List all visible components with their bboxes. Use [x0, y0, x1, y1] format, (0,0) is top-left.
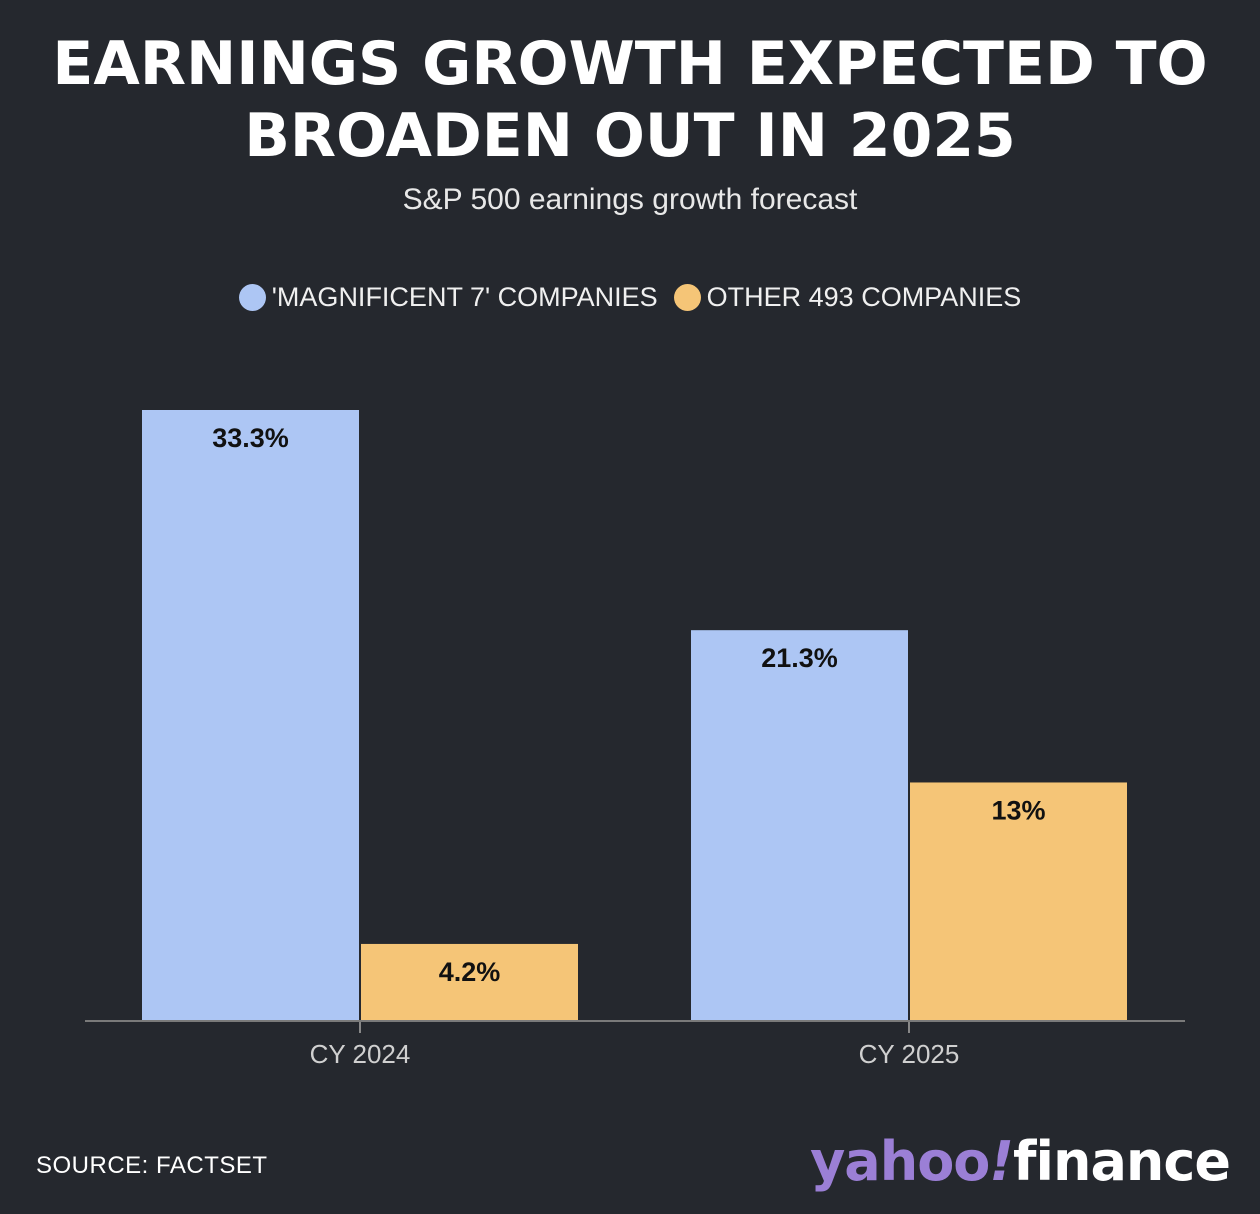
legend-label-mag7: 'MAGNIFICENT 7' COMPANIES — [271, 282, 658, 312]
chart-title: EARNINGS GROWTH EXPECTED TO BROADEN OUT … — [0, 28, 1260, 172]
legend: 'MAGNIFICENT 7' COMPANIES OTHER 493 COMP… — [0, 282, 1260, 313]
logo-yahoo-text: yahoo — [810, 1130, 990, 1193]
x-tick-label: CY 2024 — [310, 1039, 411, 1069]
data-label: 4.2% — [439, 957, 501, 987]
legend-swatch-other493 — [673, 284, 701, 311]
bar-other493-cy2024 — [361, 943, 578, 1021]
legend-label-other493: OTHER 493 COMPANIES — [706, 282, 1022, 312]
title-line-2: BROADEN OUT IN 2025 — [244, 101, 1016, 171]
source-note: SOURCE: FACTSET — [36, 1152, 268, 1179]
title-line-1: EARNINGS GROWTH EXPECTED TO — [52, 29, 1208, 99]
logo-bang: ! — [989, 1130, 1014, 1193]
legend-item-mag7: 'MAGNIFICENT 7' COMPANIES — [238, 282, 658, 313]
chart-subtitle: S&P 500 earnings growth forecast — [402, 183, 858, 216]
bar-other493-cy2025 — [910, 782, 1127, 1021]
bar-mag7-cy2024 — [142, 410, 359, 1021]
data-label: 13% — [991, 795, 1045, 825]
data-label: 33.3% — [212, 423, 289, 453]
legend-item-other493: OTHER 493 COMPANIES — [673, 282, 1022, 313]
legend-swatch-mag7 — [238, 284, 266, 311]
data-label: 21.3% — [761, 643, 838, 673]
x-tick-label: CY 2025 — [859, 1039, 960, 1069]
logo-finance-text: finance — [1013, 1130, 1231, 1193]
bar-mag7-cy2025 — [691, 630, 908, 1021]
yahoo-finance-logo: yahoo!finance — [810, 1130, 1231, 1193]
